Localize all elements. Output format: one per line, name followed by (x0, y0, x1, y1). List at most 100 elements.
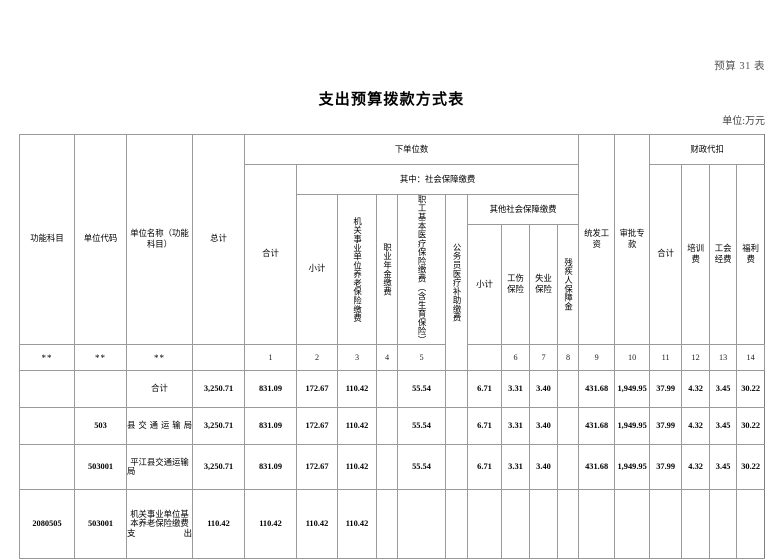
cell-welfare-fee (736, 489, 766, 559)
cell-civil-servant-medical (445, 370, 468, 409)
header-group-other-social-insurance: 其他社会保障缴费 (466, 193, 580, 226)
cell-training-fee: 4.32 (681, 407, 711, 446)
table-row: 2080505 503001 机关事业单位基本养老保险缴费支出 110.42 1… (19, 489, 766, 559)
table-row: 合计 3,250.71 831.09 172.67 110.42 55.54 6… (19, 370, 766, 409)
index-other-subtotal: 6 (501, 344, 530, 372)
cell-si-subtotal: 172.67 (296, 407, 338, 446)
cell-occupational-annuity (376, 407, 398, 446)
index-grand-total (192, 344, 245, 372)
cell-func-subject: 2080505 (19, 489, 75, 559)
index-union-fee: 14 (736, 344, 766, 372)
cell-welfare-fee: 30.22 (736, 444, 766, 491)
header-unit-code: 单位代码 (74, 133, 127, 346)
cell-union-fee: 3.45 (709, 444, 738, 491)
index-basic-medical: 5 (397, 344, 446, 372)
header-row-leaves: 小计 工伤保险 失业保险 残疾人保障金 (20, 224, 765, 346)
cell-unit-code: 503001 (74, 444, 127, 491)
header-group-sub-units: 下单位数 (243, 134, 580, 165)
cell-basic-medical: 55.54 (397, 444, 446, 491)
header-grand-total: 总计 (192, 133, 245, 346)
cell-unit-code (74, 370, 127, 409)
cell-welfare-fee: 30.22 (736, 407, 766, 446)
cell-unit-name: 县交通运输局 (126, 407, 193, 446)
index-unit-name: ** (126, 344, 193, 372)
header-si-subtotal: 小计 (296, 193, 338, 346)
cell-welfare-fee: 30.22 (736, 370, 766, 409)
cell-unemployment: 3.40 (529, 407, 558, 446)
cell-si-subtotal: 110.42 (296, 489, 338, 559)
index-fw-total: 12 (681, 344, 711, 372)
cell-unified-salary: 431.68 (578, 407, 616, 446)
header-training-fee: 培训费 (681, 163, 711, 346)
cell-grand-total: 3,250.71 (192, 444, 245, 491)
cell-fw-total: 37.99 (649, 407, 683, 446)
cell-unit-name: 机关事业单位基本养老保险缴费支出 (126, 489, 193, 559)
header-approved-special: 审批专款 (614, 133, 651, 346)
cell-sub-total: 110.42 (244, 489, 297, 559)
cell-func-subject (19, 407, 75, 446)
index-work-injury: 7 (529, 344, 558, 372)
index-occupational-annuity: 4 (376, 344, 398, 372)
cell-unemployment: 3.40 (529, 370, 558, 409)
index-civil-servant-medical (467, 344, 502, 372)
cell-func-subject (19, 370, 75, 409)
index-training-fee: 13 (709, 344, 738, 372)
cell-basic-medical: 55.54 (397, 370, 446, 409)
header-disability-fund: 残疾人保障金 (556, 224, 580, 346)
index-approved-special: 11 (649, 344, 683, 372)
unit-note: 单位:万元 (722, 116, 765, 127)
cell-unit-code: 503001 (74, 489, 127, 559)
cell-civil-servant-medical (445, 407, 468, 446)
cell-sub-total: 831.09 (244, 444, 297, 491)
form-code: 预算 31 表 (714, 61, 765, 72)
header-unit-name: 单位名称（功能科目） (126, 133, 193, 346)
index-sub-total: 1 (244, 344, 297, 372)
cell-other-subtotal: 6.71 (467, 370, 502, 409)
cell-other-subtotal: 6.71 (467, 407, 502, 446)
cell-other-subtotal (467, 489, 502, 559)
cell-func-subject (19, 444, 75, 491)
header-row-groups-2: 合计 其中：社会保障缴费 合计 培训费 工会经费 福利费 (20, 163, 766, 346)
cell-union-fee: 3.45 (709, 370, 738, 409)
index-unit-code: ** (74, 344, 127, 372)
cell-disability-fund (556, 370, 580, 409)
cell-work-injury: 3.31 (501, 444, 530, 491)
cell-pension: 110.42 (337, 489, 377, 559)
cell-unified-salary: 431.68 (578, 444, 616, 491)
cell-training-fee: 4.32 (681, 370, 711, 409)
index-pension: 3 (337, 344, 377, 372)
index-unified-salary: 10 (614, 344, 651, 372)
header-group-social-insurance: 其中：社会保障缴费 (295, 164, 580, 195)
cell-unified-salary: 431.68 (578, 370, 616, 409)
table-row: 503 县交通运输局 3,250.71 831.09 172.67 110.42… (19, 407, 766, 446)
header-func-subject: 功能科目 (19, 133, 75, 346)
cell-grand-total: 3,250.71 (192, 370, 245, 409)
cell-disability-fund (556, 489, 580, 559)
cell-unemployment (529, 489, 558, 559)
header-pension: 机关事业单位养老保险缴费 (337, 193, 377, 346)
index-unemployment: 8 (556, 344, 580, 372)
index-si-subtotal: 2 (296, 344, 338, 372)
cell-fw-total: 37.99 (649, 370, 683, 409)
cell-basic-medical (397, 489, 446, 559)
cell-union-fee: 3.45 (709, 407, 738, 446)
header-unified-salary: 统发工资 (578, 133, 616, 346)
header-other-subtotal: 小计 (467, 224, 502, 346)
cell-sub-total: 831.09 (244, 370, 297, 409)
cell-unit-name: 合计 (126, 370, 193, 409)
cell-pension: 110.42 (337, 407, 377, 446)
cell-basic-medical: 55.54 (397, 407, 446, 446)
cell-occupational-annuity (376, 489, 398, 559)
cell-fw-total: 37.99 (649, 444, 683, 491)
cell-approved-special (614, 489, 651, 559)
table-row: 503001 平江县交通运输局 3,250.71 831.09 172.67 1… (19, 444, 766, 491)
cell-si-subtotal: 172.67 (296, 370, 338, 409)
cell-grand-total: 3,250.71 (192, 407, 245, 446)
cell-disability-fund (556, 444, 580, 491)
index-func-subject: ** (19, 344, 75, 372)
header-work-injury: 工伤保险 (501, 224, 530, 346)
cell-civil-servant-medical (445, 444, 468, 491)
header-unemployment: 失业保险 (529, 224, 558, 346)
cell-approved-special: 1,949.95 (614, 444, 651, 491)
